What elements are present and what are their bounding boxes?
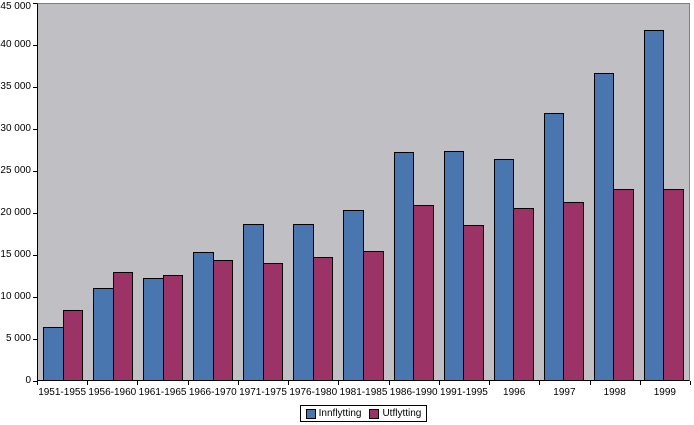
- x-axis-label-1996: 1996: [503, 387, 526, 398]
- y-axis-tick: [33, 171, 37, 172]
- x-axis-tick: [539, 381, 540, 385]
- category-group-1976-1980: [288, 4, 338, 380]
- y-axis-label-35000: 35 000: [0, 81, 31, 92]
- x-axis-label-1966-1970: 1966-1970: [188, 387, 237, 398]
- x-axis-tick: [640, 381, 641, 385]
- x-axis-label-1998: 1998: [603, 387, 626, 398]
- bar-utflytting-1991-1995: [463, 224, 484, 380]
- y-axis-tick: [33, 213, 37, 214]
- bar-utflytting-1976-1980: [312, 257, 334, 380]
- legend-item-utflytting: Utflytting: [369, 408, 421, 419]
- category-group-1961-1965: [138, 4, 188, 380]
- x-axis-tick: [389, 381, 390, 385]
- y-axis-label-45000: 45 000: [0, 1, 31, 12]
- y-axis-tick: [33, 297, 37, 298]
- bar-utflytting-1951-1955: [62, 309, 84, 380]
- bar-innflytting-1997: [543, 112, 565, 380]
- x-axis-label-1997: 1997: [553, 387, 576, 398]
- x-axis-label-1951-1955: 1951-1955: [38, 387, 87, 398]
- bar-innflytting-1966-1970: [193, 252, 214, 380]
- bar-utflytting-1961-1965: [162, 274, 184, 380]
- x-axis-label-1991-1995: 1991-1995: [440, 387, 488, 398]
- y-axis-label-40000: 40 000: [0, 39, 31, 50]
- x-axis-tick: [338, 381, 339, 385]
- bar-innflytting-1999: [643, 29, 665, 380]
- bar-utflytting-1956-1960: [112, 272, 134, 380]
- x-axis-label-1981-1985: 1981-1985: [339, 387, 388, 398]
- y-axis-label-0: 0: [25, 375, 31, 386]
- bar-utflytting-1998: [613, 188, 634, 380]
- bar-innflytting-1961-1965: [143, 278, 164, 380]
- y-axis-tick: [33, 45, 37, 46]
- category-group-1998: [589, 4, 639, 380]
- bar-utflytting-1986-1990: [413, 204, 434, 380]
- bar-innflytting-1971-1975: [243, 223, 264, 380]
- y-axis-tick: [33, 339, 37, 340]
- y-axis-label-30000: 30 000: [0, 123, 31, 134]
- y-axis-label-25000: 25 000: [0, 165, 31, 176]
- bar-utflytting-1997: [563, 202, 584, 380]
- bar-utflytting-1971-1975: [262, 263, 284, 380]
- x-axis-tick: [238, 381, 239, 385]
- x-axis-tick: [37, 381, 38, 385]
- x-axis-label-1976-1980: 1976-1980: [289, 387, 338, 398]
- category-group-1971-1975: [238, 4, 288, 380]
- bar-innflytting-1956-1960: [93, 288, 114, 380]
- plot-area: [37, 3, 690, 381]
- y-axis-tick: [33, 381, 37, 382]
- legend-label-utflytting: Utflytting: [382, 408, 422, 419]
- x-axis-label-1971-1975: 1971-1975: [239, 387, 287, 398]
- category-group-1997: [539, 4, 589, 380]
- category-group-1986-1990: [389, 4, 439, 380]
- bar-innflytting-1986-1990: [393, 151, 415, 380]
- x-axis-tick: [489, 381, 490, 385]
- y-axis-label-5000: 5 000: [5, 333, 31, 344]
- category-group-1956-1960: [88, 4, 138, 380]
- x-axis-tick: [690, 381, 691, 385]
- y-axis-tick: [33, 87, 37, 88]
- x-axis-tick: [288, 381, 289, 385]
- legend-item-innflytting: Innflytting: [305, 408, 362, 419]
- x-axis-tick: [87, 381, 88, 385]
- bar-utflytting-1981-1985: [362, 251, 384, 380]
- bar-innflytting-1996: [493, 158, 515, 380]
- category-group-1966-1970: [188, 4, 238, 380]
- legend-label-innflytting: Innflytting: [318, 408, 362, 419]
- x-axis-label-1999: 1999: [653, 387, 676, 398]
- x-axis-tick: [439, 381, 440, 385]
- y-axis-tick: [33, 129, 37, 130]
- bar-innflytting-1951-1955: [43, 327, 64, 380]
- bar-innflytting-1976-1980: [293, 223, 314, 380]
- x-axis-label-1986-1990: 1986-1990: [389, 387, 438, 398]
- x-axis-tick: [590, 381, 591, 385]
- bar-utflytting-1966-1970: [212, 259, 234, 380]
- category-group-1999: [639, 4, 689, 380]
- category-group-1951-1955: [38, 4, 88, 380]
- y-axis-label-15000: 15 000: [0, 249, 31, 260]
- bar-innflytting-1981-1985: [343, 209, 364, 380]
- category-group-1991-1995: [439, 4, 489, 380]
- category-group-1996: [489, 4, 539, 380]
- x-axis-label-1956-1960: 1956-1960: [88, 387, 137, 398]
- y-axis-tick: [33, 3, 37, 4]
- category-group-1981-1985: [338, 4, 388, 380]
- x-axis-tick: [137, 381, 138, 385]
- y-axis-label-10000: 10 000: [0, 291, 31, 302]
- x-axis-tick: [188, 381, 189, 385]
- legend-swatch-utflytting-icon: [369, 408, 380, 419]
- bar-utflytting-1996: [513, 207, 534, 380]
- bar-innflytting-1991-1995: [443, 151, 465, 380]
- legend: Innflytting Utflytting: [37, 405, 690, 422]
- bar-utflytting-1999: [663, 188, 684, 380]
- y-axis-tick: [33, 255, 37, 256]
- legend-swatch-innflytting-icon: [305, 408, 316, 419]
- bar-innflytting-1998: [593, 72, 615, 380]
- legend-box: Innflytting Utflytting: [299, 405, 428, 422]
- y-axis-label-20000: 20 000: [0, 207, 31, 218]
- x-axis-label-1961-1965: 1961-1965: [138, 387, 187, 398]
